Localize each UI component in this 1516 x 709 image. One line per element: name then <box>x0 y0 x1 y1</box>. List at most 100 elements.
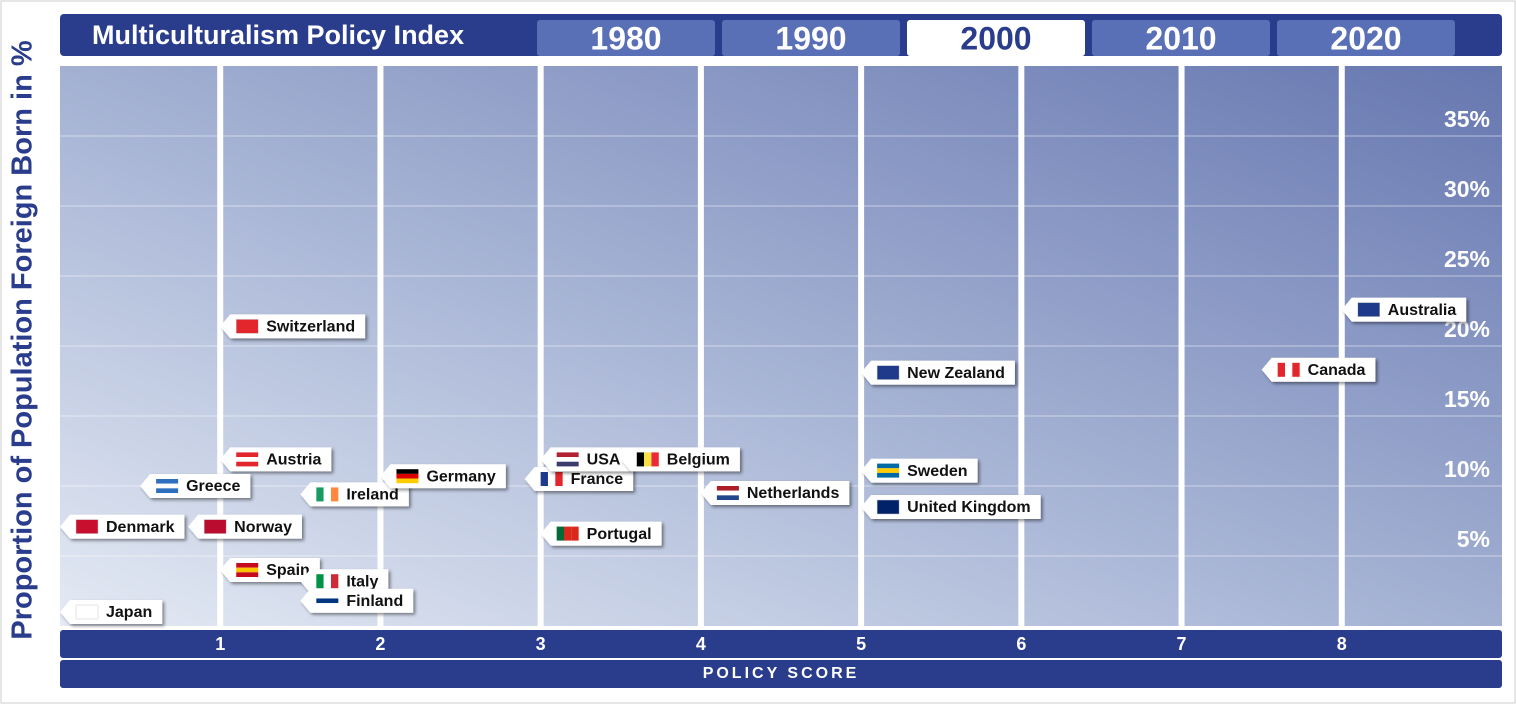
flag <box>547 472 556 486</box>
flag <box>876 499 900 515</box>
tab-label: 1990 <box>775 20 846 56</box>
tabs: 1980 1990 2000 2010 2020 <box>537 20 1455 56</box>
point-name: Japan <box>106 604 152 621</box>
tab[interactable]: 2000 <box>907 20 1085 56</box>
tab-label: 2020 <box>1330 20 1401 56</box>
point-name: Italy <box>346 573 378 590</box>
point-label: Finland <box>300 588 414 613</box>
point-label: Sweden <box>861 458 978 483</box>
tab-label: 2000 <box>960 20 1031 56</box>
flag <box>651 452 659 467</box>
tab-background <box>1277 20 1455 56</box>
point-label: United Kingdom <box>861 495 1041 519</box>
point-label: France <box>524 467 634 491</box>
point-name: Germany <box>426 468 495 485</box>
point-name: Netherlands <box>747 485 840 502</box>
flag <box>331 574 339 589</box>
flag <box>556 452 579 458</box>
x-tick-label: 2 <box>375 634 385 654</box>
x-tick-label: 7 <box>1177 634 1187 654</box>
flag <box>396 473 419 479</box>
flag <box>396 478 419 484</box>
point-name: Norway <box>234 519 292 536</box>
point-name: Finland <box>346 593 403 610</box>
x-tick-label: 1 <box>215 634 225 654</box>
tab[interactable]: 2020 <box>1277 20 1455 56</box>
point-label: Italy <box>300 569 389 594</box>
y-tick-label: 10% <box>1444 456 1490 482</box>
point-name: New Zealand <box>907 365 1005 382</box>
tab-label: 1980 <box>590 20 661 56</box>
flag <box>316 598 339 604</box>
point-label: New Zealand <box>861 360 1015 385</box>
flag <box>75 604 99 620</box>
tab-label: 2010 <box>1145 20 1216 56</box>
flag <box>316 574 324 589</box>
tab[interactable]: 1980 <box>537 20 715 56</box>
point-label: Spain <box>220 558 320 582</box>
flag <box>716 495 739 500</box>
point-label: Greece <box>140 474 251 498</box>
flag <box>571 526 579 541</box>
point-label: Portugal <box>540 521 662 546</box>
point-label: Germany <box>380 464 506 489</box>
point-label: Austria <box>220 447 332 472</box>
flag <box>876 365 900 380</box>
flag <box>644 452 652 467</box>
flag <box>1357 302 1381 317</box>
point-label: Netherlands <box>700 481 850 505</box>
flag <box>877 468 900 473</box>
flag <box>156 488 179 493</box>
flag <box>203 519 227 534</box>
flag <box>156 479 179 484</box>
grid <box>60 66 1502 626</box>
x-tick-label: 3 <box>536 634 546 654</box>
x-tick-label: 6 <box>1016 634 1026 654</box>
flag <box>716 486 739 491</box>
tab[interactable]: 2010 <box>1092 20 1270 56</box>
flag <box>877 463 900 469</box>
flag <box>636 452 645 467</box>
y-tick-label: 5% <box>1457 526 1490 552</box>
point-label: Belgium <box>620 447 740 472</box>
point-label: Switzerland <box>220 314 366 339</box>
flag <box>236 452 259 458</box>
point-name: Sweden <box>907 463 967 480</box>
flag <box>1285 362 1293 377</box>
y-tick-label: 15% <box>1444 386 1490 412</box>
point-name: Austria <box>266 452 321 469</box>
tab-background <box>537 20 715 56</box>
chart-title: Multiculturalism Policy Index <box>92 20 464 50</box>
flag <box>316 487 324 502</box>
flag <box>235 319 259 334</box>
point-label: USA <box>540 447 631 472</box>
x-axis-label: POLICY SCORE <box>703 665 860 682</box>
x-axis-bar <box>60 630 1502 658</box>
point-name: Portugal <box>587 526 652 543</box>
point-name: Switzerland <box>266 319 355 336</box>
flag <box>75 519 99 534</box>
y-tick-label: 30% <box>1444 176 1490 202</box>
ticks: 5%10%15%20%25%30%35%1 2 3 4 5 6 7 8 <box>215 106 1490 654</box>
flag <box>331 487 339 502</box>
tab-background <box>907 20 1085 56</box>
flag <box>156 483 179 489</box>
point-marker <box>861 360 1015 385</box>
flag <box>323 574 331 589</box>
flag <box>716 490 739 496</box>
flag <box>316 593 339 599</box>
point-name: Ireland <box>346 487 398 504</box>
point-label: Norway <box>188 514 302 539</box>
point-label: Japan <box>60 600 163 624</box>
point-name: Belgium <box>667 452 730 469</box>
flag <box>1277 362 1285 377</box>
point-name: USA <box>587 452 621 469</box>
tab-background <box>722 20 900 56</box>
flag <box>236 563 259 568</box>
flag <box>236 461 259 467</box>
flag <box>540 472 548 486</box>
x-tick-label: 8 <box>1337 634 1347 654</box>
tab[interactable]: 1990 <box>722 20 900 56</box>
